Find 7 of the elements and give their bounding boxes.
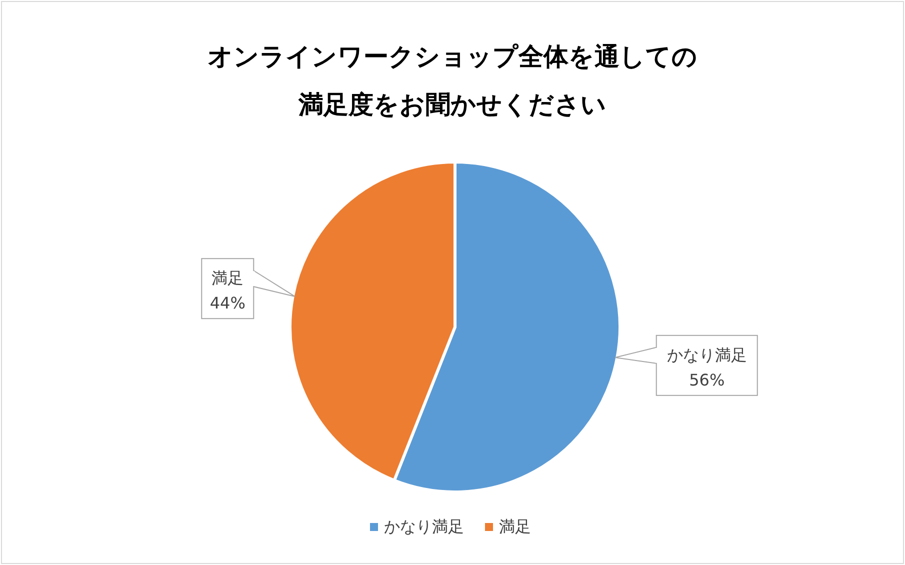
- legend-label: かなり満足: [384, 517, 464, 536]
- data-label: 44%: [210, 294, 246, 313]
- slice-label: 満足: [212, 268, 244, 288]
- legend-label: 満足: [499, 517, 531, 536]
- data-label: 56%: [689, 370, 725, 390]
- chart-title: オンラインワークショップ全体を通しての満足度をお聞かせください: [208, 41, 698, 121]
- slice-label: かなり満足: [666, 345, 747, 364]
